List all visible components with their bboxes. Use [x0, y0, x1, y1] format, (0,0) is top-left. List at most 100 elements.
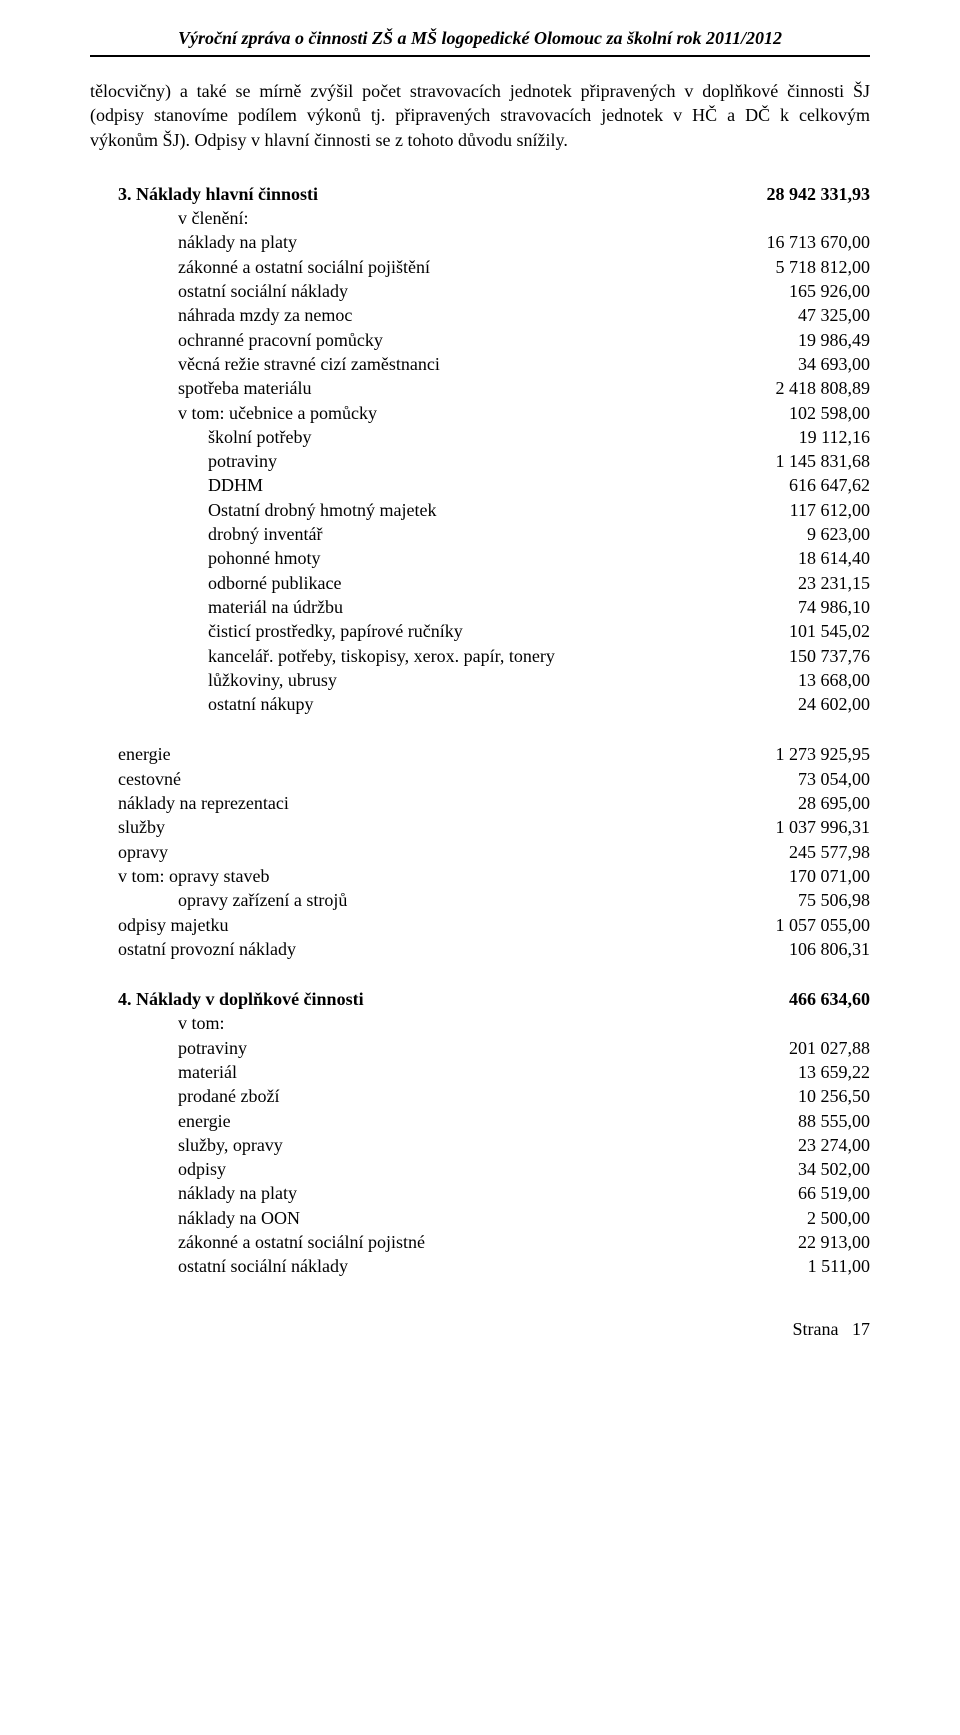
- section-3-title: 3. Náklady hlavní činnosti: [118, 182, 318, 206]
- row-label: potraviny: [208, 449, 277, 473]
- data-row: ostatní provozní náklady106 806,31: [90, 937, 870, 961]
- row-value: 18 614,40: [798, 546, 870, 570]
- row-label: zákonné a ostatní sociální pojištění: [178, 255, 430, 279]
- row-label: energie: [178, 1109, 231, 1133]
- data-row: opravy zařízení a strojů 75 506,98: [90, 888, 870, 912]
- page: Výroční zpráva o činnosti ZŠ a MŠ logope…: [0, 0, 960, 1380]
- data-row: Ostatní drobný hmotný majetek 117 612,00: [90, 498, 870, 522]
- row-label: ochranné pracovní pomůcky: [178, 328, 383, 352]
- row-value: 1 145 831,68: [776, 449, 871, 473]
- row-label: ostatní sociální náklady: [178, 1254, 348, 1278]
- section-4-title: 4. Náklady v doplňkové činnosti: [118, 987, 364, 1011]
- intro-paragraph: tělocvičny) a také se mírně zvýšil počet…: [90, 79, 870, 152]
- row-value: 34 693,00: [798, 352, 870, 376]
- page-header: Výroční zpráva o činnosti ZŠ a MŠ logope…: [90, 28, 870, 57]
- row-value: 22 913,00: [798, 1230, 870, 1254]
- row-value: 19 112,16: [799, 425, 870, 449]
- row-value: 73 054,00: [798, 767, 870, 791]
- row-value: 66 519,00: [798, 1181, 870, 1205]
- row-label: prodané zboží: [178, 1084, 279, 1108]
- row-value: 201 027,88: [789, 1036, 870, 1060]
- row-label: DDHM: [208, 473, 263, 497]
- row-value: 47 325,00: [798, 303, 870, 327]
- data-row: opravy 245 577,98: [90, 840, 870, 864]
- row-label: Ostatní drobný hmotný majetek: [208, 498, 436, 522]
- row-value: 16 713 670,00: [767, 230, 871, 254]
- row-label: náklady na platy: [178, 1181, 297, 1205]
- row-label: cestovné: [118, 767, 181, 791]
- row-label: ostatní nákupy: [208, 692, 314, 716]
- section-3-bottom-rows: energie1 273 925,95cestovné73 054,00nákl…: [90, 742, 870, 961]
- data-row: energie 88 555,00: [90, 1109, 870, 1133]
- section-3-bottom: energie1 273 925,95cestovné73 054,00nákl…: [90, 742, 870, 961]
- row-value: 101 545,02: [789, 619, 870, 643]
- row-value: 117 612,00: [790, 498, 870, 522]
- row-value: 75 506,98: [798, 888, 870, 912]
- row-label: náhrada mzdy za nemoc: [178, 303, 352, 327]
- row-value: 88 555,00: [798, 1109, 870, 1133]
- row-value: 150 737,76: [789, 644, 870, 668]
- row-label: opravy zařízení a strojů: [178, 888, 347, 912]
- data-row: energie 1 273 925,95: [90, 742, 870, 766]
- section-4-subhead: v tom:: [178, 1011, 225, 1035]
- row-label: odborné publikace: [208, 571, 341, 595]
- data-row: drobný inventář9 623,00: [90, 522, 870, 546]
- data-row: materiál na údržbu74 986,10: [90, 595, 870, 619]
- data-row: prodané zboží 10 256,50: [90, 1084, 870, 1108]
- row-value: 616 647,62: [789, 473, 870, 497]
- data-row: zákonné a ostatní sociální pojistné 22 91…: [90, 1230, 870, 1254]
- row-value: 23 231,15: [798, 571, 870, 595]
- row-label: služby: [118, 815, 165, 839]
- row-label: materiál: [178, 1060, 237, 1084]
- row-value: 28 695,00: [798, 791, 870, 815]
- data-row: kancelář. potřeby, tiskopisy, xerox. pap…: [90, 644, 870, 668]
- row-label: školní potřeby: [208, 425, 312, 449]
- data-row: DDHM 616 647,62: [90, 473, 870, 497]
- data-row: odborné publikace 23 231,15: [90, 571, 870, 595]
- section-3-rows: náklady na platy16 713 670,00zákonné a o…: [90, 230, 870, 716]
- section-4-total: 466 634,60: [789, 987, 870, 1011]
- row-value: 5 718 812,00: [776, 255, 871, 279]
- data-row: ochranné pracovní pomůcky19 986,49: [90, 328, 870, 352]
- row-value: 1 511,00: [808, 1254, 870, 1278]
- row-label: zákonné a ostatní sociální pojistné: [178, 1230, 425, 1254]
- row-value: 1 273 925,95: [776, 742, 871, 766]
- row-label: potraviny: [178, 1036, 247, 1060]
- row-value: 34 502,00: [798, 1157, 870, 1181]
- row-value: 24 602,00: [798, 692, 870, 716]
- row-value: 13 668,00: [798, 668, 870, 692]
- row-label: kancelář. potřeby, tiskopisy, xerox. pap…: [208, 644, 555, 668]
- data-row: materiál13 659,22: [90, 1060, 870, 1084]
- row-label: ostatní sociální náklady: [178, 279, 348, 303]
- data-row: lůžkoviny, ubrusy13 668,00: [90, 668, 870, 692]
- row-label: v tom: opravy staveb: [118, 864, 269, 888]
- page-footer: Strana 17: [90, 1319, 870, 1340]
- data-row: ostatní nákupy 24 602,00: [90, 692, 870, 716]
- row-label: v tom: učebnice a pomůcky: [178, 401, 377, 425]
- row-value: 245 577,98: [789, 840, 870, 864]
- data-row: v tom: opravy staveb 170 071,00: [90, 864, 870, 888]
- data-row: odpisy 34 502,00: [90, 1157, 870, 1181]
- section-4-rows: potraviny 201 027,88materiál13 659,22prod…: [90, 1036, 870, 1279]
- row-label: pohonné hmoty: [208, 546, 321, 570]
- data-row: ostatní sociální náklady 1 511,00: [90, 1254, 870, 1278]
- row-value: 170 071,00: [789, 864, 870, 888]
- row-value: 102 598,00: [789, 401, 870, 425]
- row-value: 2 418 808,89: [776, 376, 871, 400]
- data-row: služby1 037 996,31: [90, 815, 870, 839]
- row-label: odpisy: [178, 1157, 226, 1181]
- section-3: 3. Náklady hlavní činnosti 28 942 331,93…: [90, 182, 870, 717]
- row-label: odpisy majetku: [118, 913, 229, 937]
- row-value: 23 274,00: [798, 1133, 870, 1157]
- row-label: opravy: [118, 840, 168, 864]
- data-row: v tom: učebnice a pomůcky 102 598,00: [90, 401, 870, 425]
- row-value: 1 057 055,00: [776, 913, 871, 937]
- data-row: potraviny 201 027,88: [90, 1036, 870, 1060]
- data-row: školní potřeby 19 112,16: [90, 425, 870, 449]
- data-row: zákonné a ostatní sociální pojištění 5 71…: [90, 255, 870, 279]
- row-label: ostatní provozní náklady: [118, 937, 296, 961]
- row-label: věcná režie stravné cizí zaměstnanci: [178, 352, 440, 376]
- row-label: energie: [118, 742, 171, 766]
- footer-label: Strana: [793, 1319, 839, 1339]
- row-value: 10 256,50: [798, 1084, 870, 1108]
